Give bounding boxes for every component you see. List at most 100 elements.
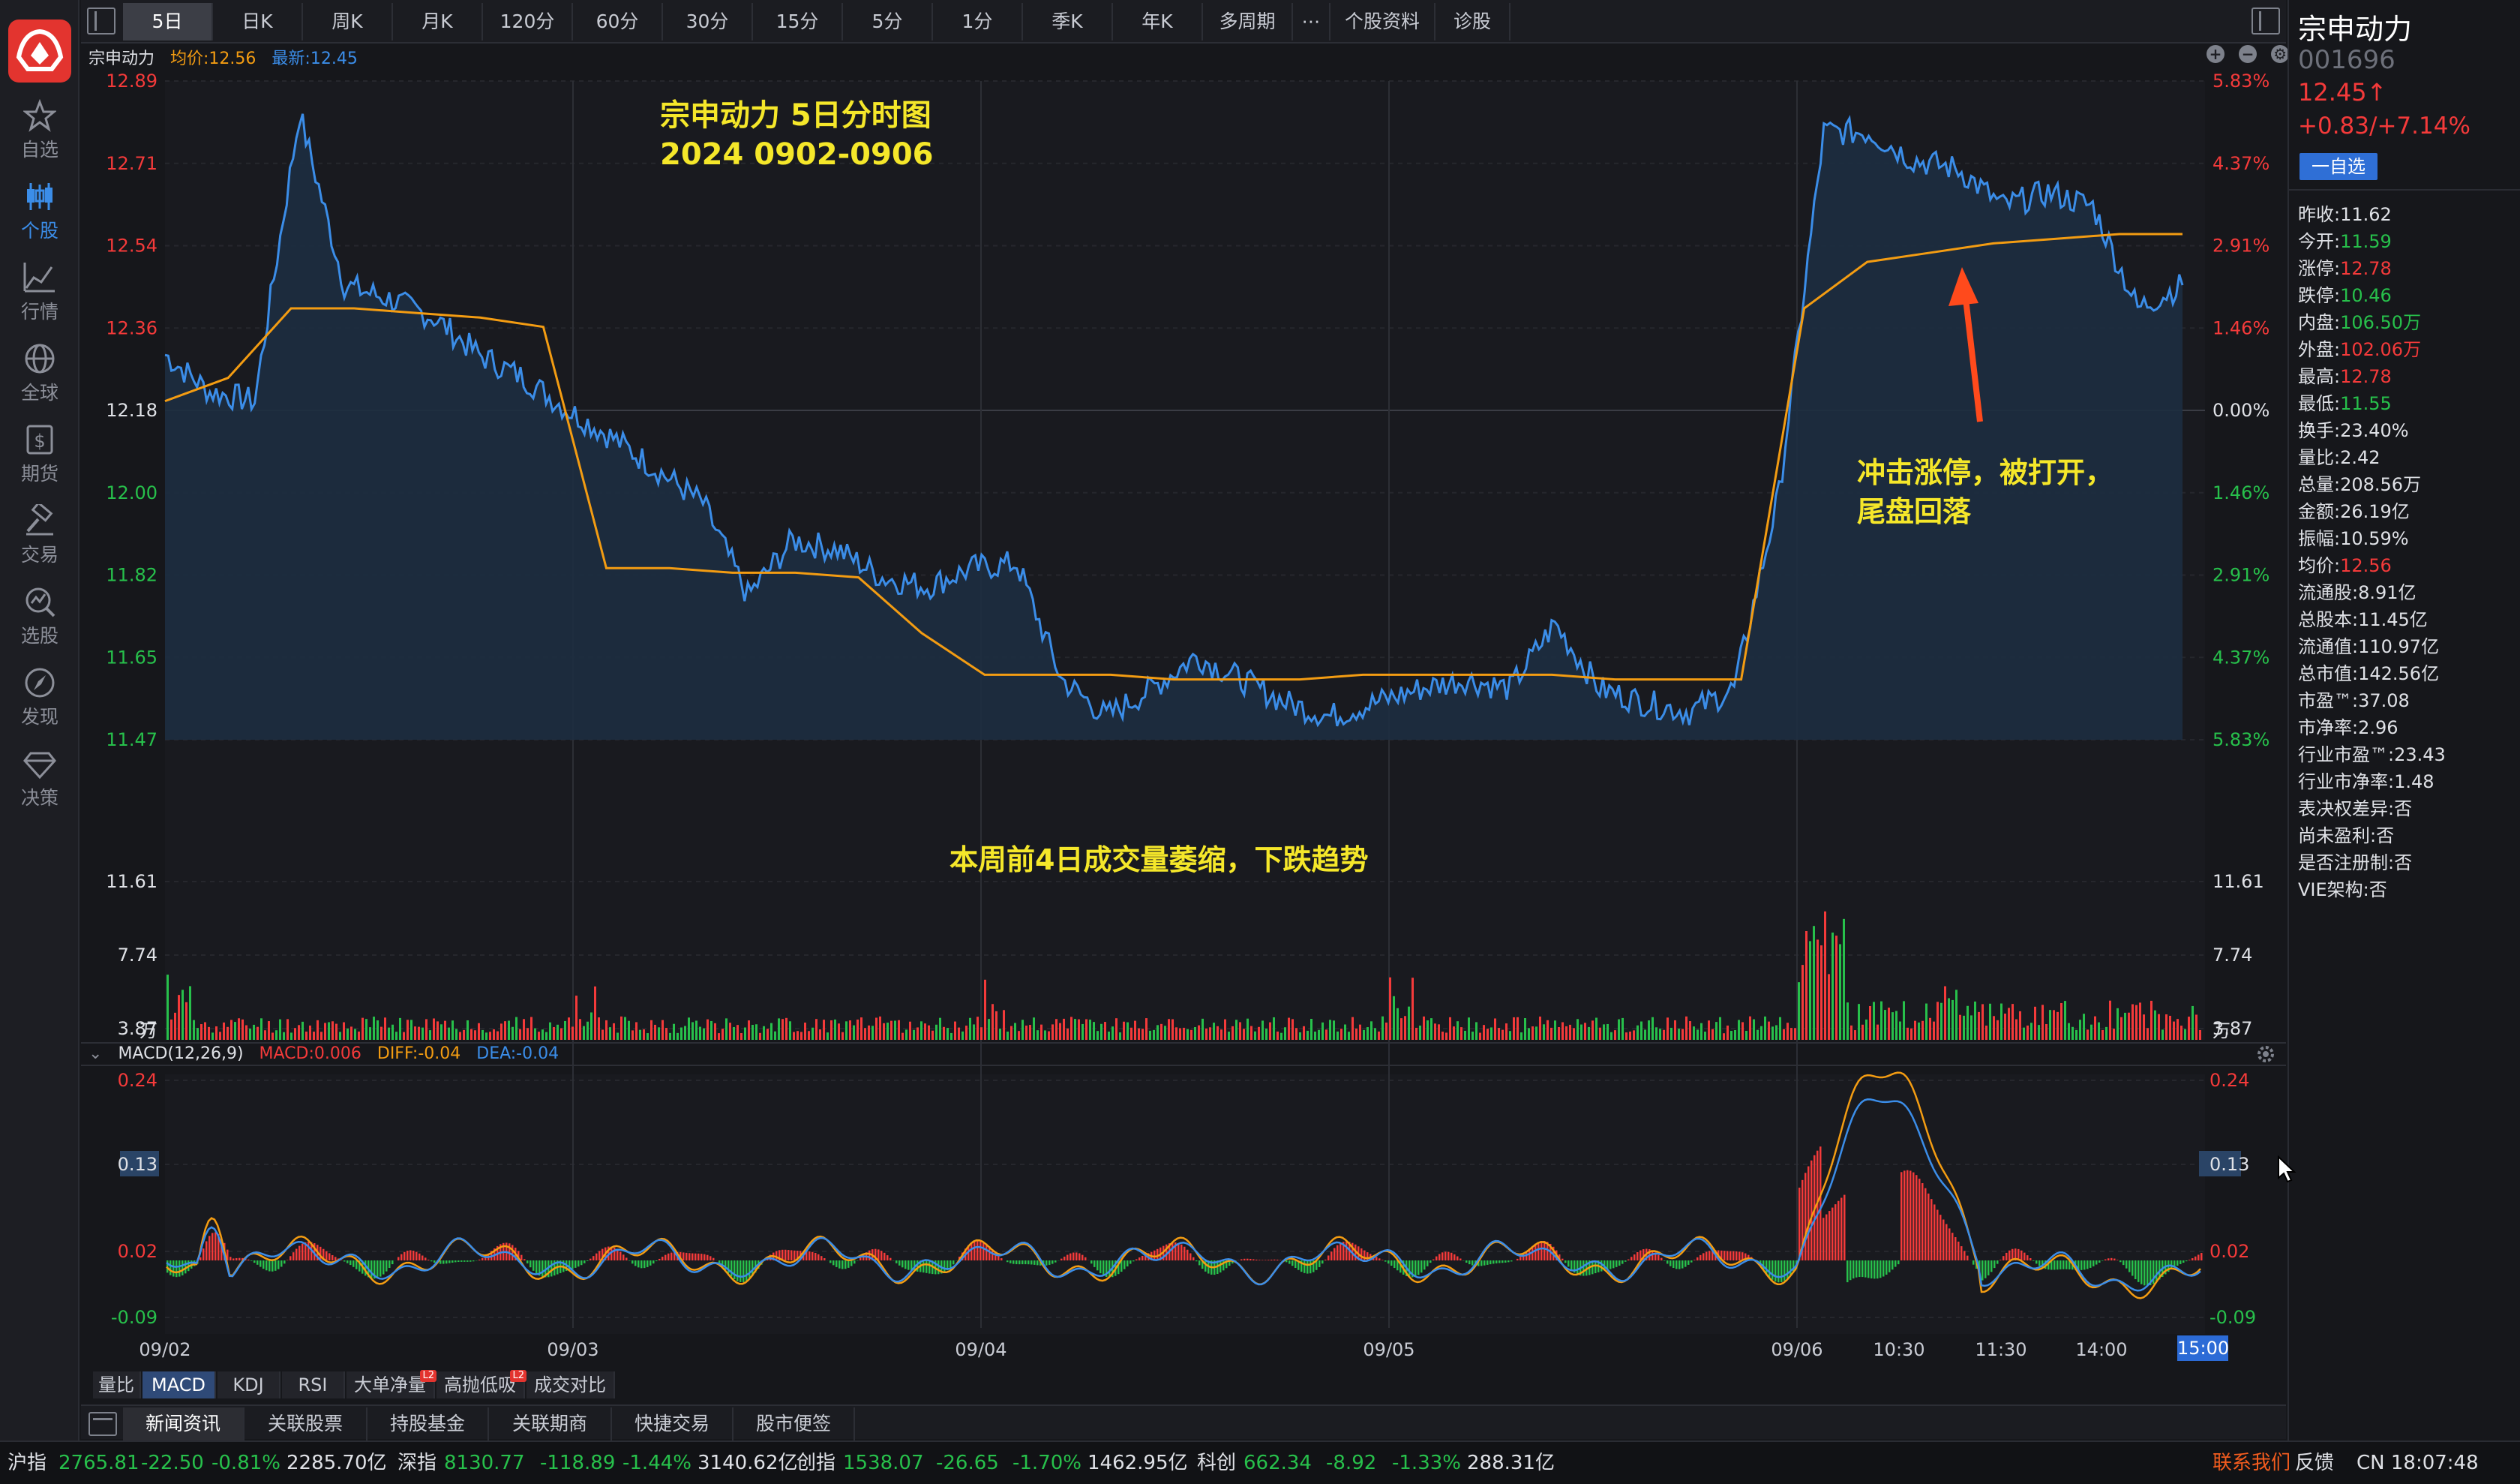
info-tab-4[interactable]: 快捷交易 xyxy=(612,1407,734,1440)
status-item[interactable]: 沪指 xyxy=(8,1452,47,1474)
contact-link[interactable]: 联系我们 xyxy=(2212,1452,2291,1474)
volume-bar xyxy=(519,1029,521,1040)
info-tab-1[interactable]: 关联股票 xyxy=(244,1407,368,1440)
app-logo[interactable] xyxy=(8,20,71,83)
indicator-tab-0[interactable]: 量比 xyxy=(93,1371,141,1398)
period-tab-0[interactable]: 5日 xyxy=(123,3,213,41)
candlestick-icon xyxy=(27,183,52,210)
volume-bar xyxy=(1550,1027,1552,1040)
indicator-tab-5[interactable]: 高抛低吸 L2 xyxy=(436,1370,526,1398)
period-tab-8[interactable]: 5分 xyxy=(843,3,933,41)
panel-toggle-icon[interactable] xyxy=(2252,8,2280,35)
volume-tick: 3.87 xyxy=(118,1018,158,1039)
macd-bar xyxy=(212,1233,214,1260)
macd-bar xyxy=(998,1255,1000,1260)
volume-bar xyxy=(1292,1019,1294,1040)
macd-bar xyxy=(688,1253,691,1260)
macd-bar xyxy=(1924,1188,1927,1260)
macd-bar xyxy=(1412,1260,1414,1278)
volume-bar xyxy=(2072,1026,2074,1040)
macd-bar xyxy=(1106,1260,1108,1277)
zoom-in-icon[interactable]: + xyxy=(2206,45,2224,63)
indicator-tab-6[interactable]: 成交对比 xyxy=(526,1371,615,1398)
sidebar-item-0[interactable]: 自选 xyxy=(0,99,80,174)
sidebar-item-4[interactable]: $ 期货 xyxy=(0,423,80,498)
quote-row: 总量:208.56万 xyxy=(2298,470,2421,497)
info-tab-0[interactable]: 新闻资讯 xyxy=(123,1407,244,1440)
macd-settings-icon[interactable] xyxy=(2256,1044,2276,1064)
zoom-out-icon[interactable]: − xyxy=(2239,45,2258,63)
sidebar-item-5[interactable]: 交易 xyxy=(0,504,80,579)
volume-bar xyxy=(1483,1025,1485,1040)
indicator-tab-3[interactable]: RSI xyxy=(282,1371,345,1398)
pct-tick: 1.46% xyxy=(2212,482,2270,503)
macd-bar xyxy=(1010,1260,1012,1263)
period-tab-10[interactable]: 季K xyxy=(1023,3,1113,41)
period-tab-2[interactable]: 周K xyxy=(303,3,393,41)
volume-bar xyxy=(2030,1023,2032,1040)
period-tab-14[interactable]: 个股资料 xyxy=(1330,3,1436,41)
macd-bar xyxy=(1400,1260,1402,1273)
status-item[interactable]: 深指 xyxy=(398,1452,437,1474)
volume-bar xyxy=(429,1030,431,1040)
period-tab-7[interactable]: 15分 xyxy=(753,3,843,41)
info-tab-3[interactable]: 关联期商 xyxy=(489,1407,612,1440)
macd-bar xyxy=(2008,1250,2011,1260)
add-watchlist-button[interactable]: 一自选 xyxy=(2300,153,2378,180)
sidebar-item-1[interactable]: 个股 xyxy=(0,180,80,255)
macd-bar xyxy=(2030,1257,2032,1260)
period-tab-13[interactable]: ⋯ xyxy=(1293,3,1330,41)
sidebar-item-8[interactable]: 决策 xyxy=(0,747,80,822)
macd-label[interactable]: MACD(12,26,9) xyxy=(118,1044,244,1063)
period-tab-11[interactable]: 年K xyxy=(1113,3,1203,41)
chart-settings-icon[interactable]: ⚙ xyxy=(2271,45,2290,63)
indicator-tab-2[interactable]: KDJ xyxy=(218,1371,280,1398)
macd-bar xyxy=(2156,1260,2158,1282)
volume-bar xyxy=(466,1020,469,1040)
price-tick: 12.54 xyxy=(106,236,158,257)
period-tab-9[interactable]: 1分 xyxy=(933,3,1023,41)
period-tab-4[interactable]: 120分 xyxy=(483,3,573,41)
macd-collapse-icon[interactable]: ⌄ xyxy=(88,1044,103,1063)
quote-value: 2.42 xyxy=(2340,447,2380,468)
macd-bar xyxy=(1682,1260,1684,1269)
volume-bar xyxy=(722,1029,724,1040)
macd-bar xyxy=(1574,1260,1576,1273)
stock-change: +0.83/+7.14% xyxy=(2298,113,2470,140)
volume-bar xyxy=(1539,1016,1541,1040)
volume-bar xyxy=(774,1031,776,1040)
macd-bar xyxy=(2092,1260,2095,1266)
status-item[interactable]: 创指 xyxy=(796,1452,836,1474)
macd-bar xyxy=(914,1260,916,1272)
sidebar-item-2[interactable]: 行情 xyxy=(0,261,80,336)
macd-bar xyxy=(1046,1260,1048,1266)
info-tab-5[interactable]: 股市便签 xyxy=(734,1407,855,1440)
macd-bar xyxy=(2020,1250,2023,1260)
indicator-tab-1[interactable]: MACD xyxy=(142,1371,216,1398)
volume-bar xyxy=(2154,1010,2156,1040)
macd-bar xyxy=(2192,1258,2194,1260)
intraday-chart[interactable]: 12.89 5.83% 12.71 4.37% 12.54 2.91% 12.36 1.46%… xyxy=(81,68,2286,1335)
volume-bar xyxy=(958,1027,960,1040)
info-tab-2[interactable]: 持股基金 xyxy=(368,1407,489,1440)
period-tab-5[interactable]: 60分 xyxy=(573,3,663,41)
feedback-link[interactable]: 反馈 xyxy=(2295,1452,2335,1474)
macd-bar xyxy=(1904,1170,1906,1260)
quote-label: 量比: xyxy=(2298,447,2341,468)
sidebar-item-7[interactable]: 发现 xyxy=(0,666,80,741)
volume-bar xyxy=(902,1032,904,1040)
volume-bar xyxy=(1119,1032,1121,1040)
sidebar-item-3[interactable]: 全球 xyxy=(0,342,80,417)
period-tab-3[interactable]: 月K xyxy=(393,3,483,41)
info-panel-toggle-icon[interactable] xyxy=(88,1412,117,1436)
annotation-volume-text: 本周前4日成交量萎缩，下跌趋势 xyxy=(950,843,1369,876)
indicator-tab-4[interactable]: 大单净量 L2 xyxy=(346,1370,436,1398)
volume-bar xyxy=(1404,1016,1406,1040)
sidebar-item-6[interactable]: 选股 xyxy=(0,585,80,660)
period-tab-6[interactable]: 30分 xyxy=(663,3,753,41)
status-item[interactable]: 科创 xyxy=(1197,1452,1237,1474)
period-tab-12[interactable]: 多周期 xyxy=(1203,3,1293,41)
period-tab-15[interactable]: 诊股 xyxy=(1436,3,1510,41)
sidebar-toggle-icon[interactable] xyxy=(87,8,116,35)
period-tab-1[interactable]: 日K xyxy=(213,3,303,41)
